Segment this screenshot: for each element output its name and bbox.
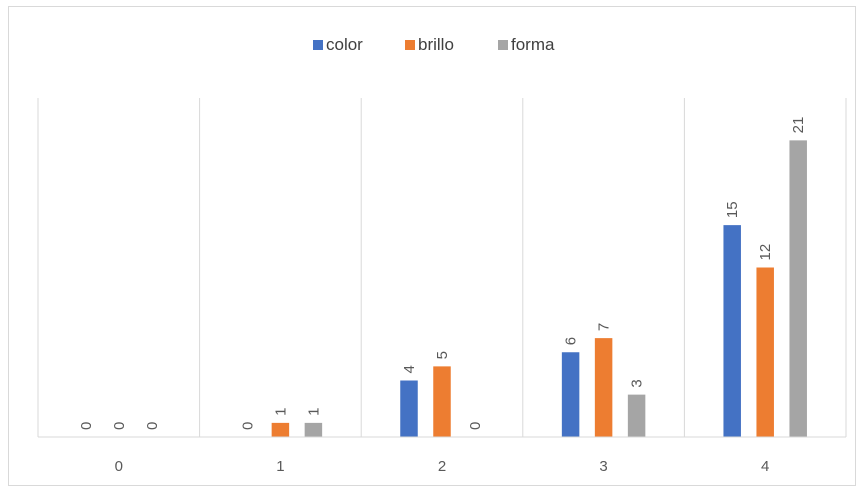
chart-frame — [8, 6, 856, 486]
data-label-color-1: 0 — [239, 422, 256, 430]
bar-brillo-1 — [271, 422, 290, 437]
data-label-color-3: 6 — [563, 337, 580, 345]
x-tick-label: 0 — [115, 458, 123, 475]
bar-data-labels: 0 0 0 0 1 1 4 5 0 6 7 3 15 12 21 — [78, 117, 807, 430]
x-tick-label: 1 — [276, 458, 284, 475]
data-label-brillo-4: 12 — [757, 244, 774, 261]
legend-label-color: color — [326, 35, 363, 54]
data-label-brillo-2: 5 — [434, 351, 451, 359]
x-tick-label: 2 — [438, 458, 446, 475]
bar-color-4 — [723, 225, 741, 437]
data-label-forma-0: 0 — [144, 422, 161, 430]
bar-brillo-3 — [594, 338, 613, 437]
data-label-forma-4: 21 — [790, 117, 807, 134]
bar-forma-3 — [627, 394, 646, 437]
bar-series — [271, 140, 807, 437]
data-label-forma-1: 1 — [305, 408, 322, 416]
bar-forma-4 — [789, 140, 807, 437]
data-label-color-4: 15 — [724, 201, 741, 218]
bar-color-3 — [561, 352, 580, 437]
legend-swatch-forma — [498, 40, 508, 50]
legend-label-brillo: brillo — [418, 35, 454, 54]
bar-brillo-2 — [433, 366, 451, 437]
data-label-color-2: 4 — [401, 365, 418, 373]
bar-forma-1 — [304, 422, 323, 437]
bar-brillo-4 — [756, 267, 774, 437]
x-tick-label: 3 — [599, 458, 607, 475]
legend-swatch-color — [313, 40, 323, 50]
legend-label-forma: forma — [511, 35, 555, 54]
legend-swatch-brillo — [405, 40, 415, 50]
data-label-brillo-1: 1 — [272, 408, 289, 416]
data-label-forma-3: 3 — [629, 379, 646, 387]
chart-legend: color brillo forma — [313, 35, 555, 54]
data-label-brillo-3: 7 — [596, 323, 613, 331]
x-axis: 0 1 2 3 4 — [38, 436, 846, 475]
data-label-forma-2: 0 — [467, 422, 484, 430]
bar-color-2 — [400, 380, 418, 437]
category-gridlines — [37, 98, 847, 437]
x-tick-label: 4 — [761, 458, 769, 475]
data-label-color-0: 0 — [78, 422, 95, 430]
data-label-brillo-0: 0 — [111, 422, 128, 430]
